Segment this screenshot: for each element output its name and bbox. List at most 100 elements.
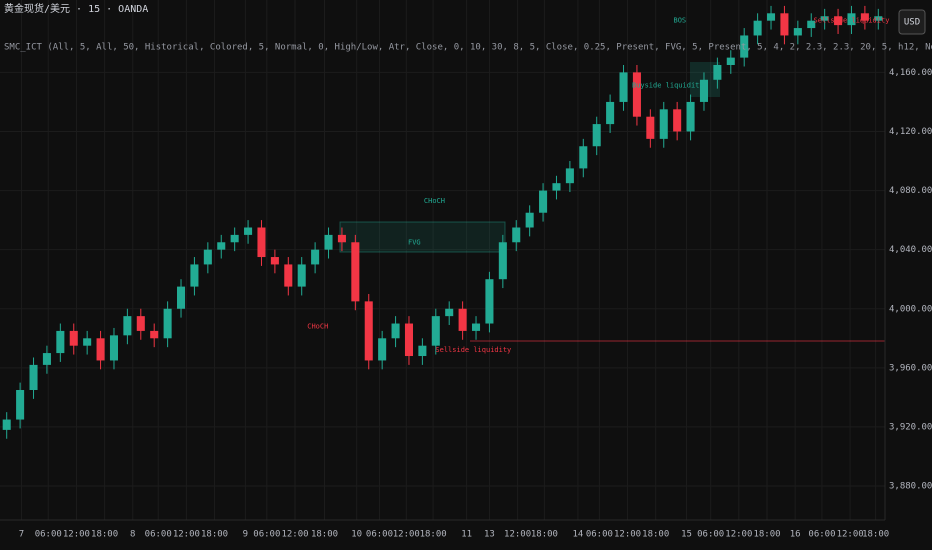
candle-body xyxy=(378,338,387,361)
annotation: FVG xyxy=(408,238,421,246)
x-tick-label: 06:00 xyxy=(808,530,835,540)
candle-body xyxy=(726,57,735,65)
candle-body xyxy=(552,183,561,191)
x-tick-label: 18:00 xyxy=(753,530,780,540)
candles xyxy=(2,5,883,439)
candle-body xyxy=(525,212,534,228)
candle-body xyxy=(780,13,789,36)
candle-body xyxy=(190,264,199,287)
candle-body xyxy=(579,146,588,169)
x-tick-label: 12:00 xyxy=(393,530,420,540)
candle-body xyxy=(699,79,708,102)
x-tick-label: 18:00 xyxy=(862,530,889,540)
candle-body xyxy=(16,390,25,420)
x-tick-label: 10 xyxy=(351,530,362,540)
annotation: BOS xyxy=(674,17,687,25)
candle-body xyxy=(686,101,695,132)
y-tick-label: 3,960.000 xyxy=(889,363,932,373)
x-tick-label: 14 xyxy=(573,530,584,540)
candle-body xyxy=(619,72,628,102)
x-tick-label: 13 xyxy=(484,530,495,540)
candle-body xyxy=(297,264,306,287)
x-tick-label: 12:00 xyxy=(614,530,641,540)
candle-body xyxy=(646,116,655,139)
x-tick-label: 06:00 xyxy=(253,530,280,540)
candle-body xyxy=(565,168,574,184)
candle-body xyxy=(123,316,132,336)
indicator-label: SMC_ICT (All, 5, All, 50, Historical, Co… xyxy=(4,43,932,53)
candle-body xyxy=(56,330,65,354)
candle-body xyxy=(270,257,279,265)
candle-body xyxy=(807,20,816,29)
candle-body xyxy=(177,286,186,309)
candle-body xyxy=(324,234,333,250)
candle-body xyxy=(136,316,145,331)
x-tick-label: 18:00 xyxy=(91,530,118,540)
x-tick-label: 9 xyxy=(243,530,248,540)
x-tick-label: 06:00 xyxy=(366,530,393,540)
x-tick-label: 12:00 xyxy=(173,530,200,540)
candle-body xyxy=(512,227,521,243)
candle-body xyxy=(458,308,467,331)
candle-body xyxy=(767,13,776,21)
candle-body xyxy=(203,249,212,265)
candle-body xyxy=(150,330,159,339)
y-tick-label: 4,080.000 xyxy=(889,186,932,196)
annotation: CHoCH xyxy=(307,322,328,330)
candle-body xyxy=(847,13,856,26)
grid xyxy=(0,0,885,520)
candle-body xyxy=(351,242,360,302)
candle-body xyxy=(834,16,843,26)
candle-body xyxy=(659,109,668,139)
x-tick-label: 12:00 xyxy=(725,530,752,540)
candle-body xyxy=(69,330,78,346)
candle-body xyxy=(109,335,118,361)
candle-body xyxy=(418,345,427,357)
y-tick-label: 4,000.000 xyxy=(889,304,932,314)
candle-body xyxy=(539,190,548,213)
x-tick-label: 12:00 xyxy=(63,530,90,540)
candle-body xyxy=(485,279,494,324)
candle-body xyxy=(404,323,413,357)
x-tick-label: 7 xyxy=(19,530,24,540)
candle-body xyxy=(498,242,507,280)
candle-body xyxy=(472,323,481,331)
candle-body xyxy=(284,264,293,287)
candle-body xyxy=(860,13,869,21)
x-tick-label: 15 xyxy=(681,530,692,540)
y-tick-label: 4,160.000 xyxy=(889,68,932,78)
currency-label[interactable]: USD xyxy=(904,18,920,28)
currency-button[interactable] xyxy=(898,9,926,35)
x-tick-label: 06:00 xyxy=(35,530,62,540)
candle-body xyxy=(445,308,454,317)
candle-body xyxy=(257,227,266,258)
candle-body xyxy=(820,16,829,21)
candle-body xyxy=(29,364,38,390)
x-tick-label: 12:00 xyxy=(504,530,531,540)
candle-body xyxy=(364,301,373,361)
annotation: CHoCH xyxy=(424,197,445,205)
candle-body xyxy=(391,323,400,339)
x-tick-label: 06:00 xyxy=(145,530,172,540)
y-tick-label: 3,880.000 xyxy=(889,482,932,492)
x-tick-label: 18:00 xyxy=(420,530,447,540)
x-tick-label: 16 xyxy=(790,530,801,540)
candle-body xyxy=(244,227,253,235)
candle-body xyxy=(217,242,226,250)
candle-body xyxy=(632,72,641,117)
x-tick-label: 8 xyxy=(130,530,135,540)
x-tick-label: 18:00 xyxy=(201,530,228,540)
fvg-zone xyxy=(339,221,506,253)
annotation: Buyside liquidity xyxy=(632,82,704,90)
candle-body xyxy=(753,20,762,36)
candle-body xyxy=(337,234,346,243)
x-tick-label: 18:00 xyxy=(311,530,338,540)
annotation: Sellside liquidity xyxy=(435,346,511,354)
x-tick-label: 06:00 xyxy=(697,530,724,540)
candle-body xyxy=(163,308,172,339)
candle-body xyxy=(2,419,11,430)
candle-body xyxy=(592,124,601,147)
candle-body xyxy=(673,109,682,132)
